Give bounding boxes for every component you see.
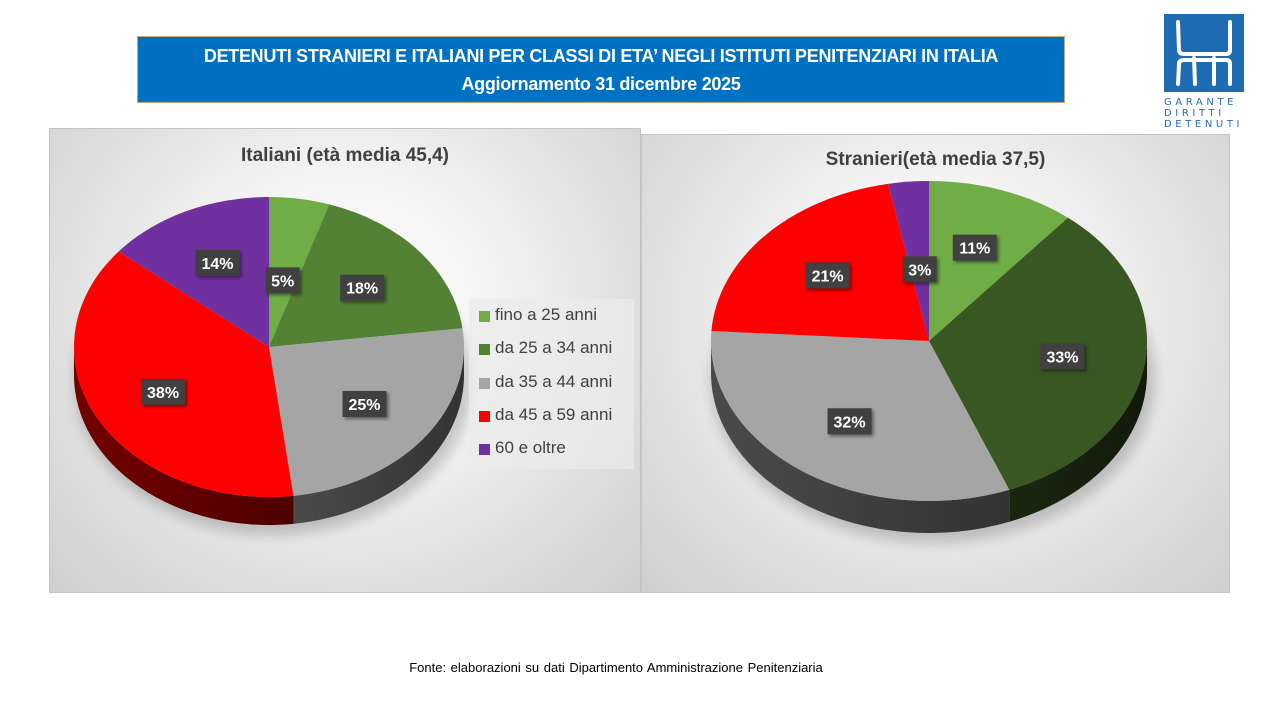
pie-chart-italiani: 5% 18% 25% 38% 14%: [73, 197, 472, 535]
data-label-da-25-a-34-anni: 33%: [1040, 343, 1085, 370]
logo-text-line-1: GARANTE: [1164, 97, 1238, 108]
data-label-da-35-a-44-anni: 25%: [342, 391, 387, 418]
pie-side-da-35-a-44-anni: [711, 341, 1010, 533]
data-label-text: 14%: [202, 256, 234, 273]
data-label-text: 5%: [271, 273, 294, 290]
data-label-text: 21%: [812, 268, 844, 285]
title-banner: DETENUTI STRANIERI E ITALIANI PER CLASSI…: [137, 36, 1065, 103]
data-label-fino-a-25-anni: 5%: [265, 267, 300, 294]
legend-label: da 35 a 44 anni: [495, 372, 613, 391]
data-label-fino-a-25-anni: 11%: [952, 234, 997, 261]
logo-text-line-3: DETENUTI: [1164, 119, 1244, 130]
data-label-text: 11%: [959, 241, 990, 258]
legend-label: da 25 a 34 anni: [495, 338, 613, 357]
chart-panel-stranieri: Stranieri(età media 37,5) 11% 33% 32% 21% 3%: [641, 134, 1230, 593]
data-label-box: [902, 256, 937, 283]
legend-label: da 45 a 59 anni: [495, 405, 613, 424]
pie-side-da-25-a-34-anni: [1009, 341, 1147, 522]
legend-label: fino a 25 anni: [495, 305, 598, 324]
chart-title-stranieri: Stranieri(età media 37,5): [825, 149, 1046, 170]
data-label-text: 18%: [346, 281, 378, 298]
data-label-box: [342, 391, 387, 418]
title-line-2: Aggiornamento 31 dicembre 2025: [461, 74, 741, 94]
data-label-text: 32%: [834, 414, 866, 431]
legend-swatch: [479, 344, 490, 355]
garante-logo: GARANTE DIRITTI DETENUTI: [1164, 14, 1244, 130]
data-label-box: [1040, 343, 1085, 370]
legend-swatch: [479, 378, 490, 389]
legend-swatch: [479, 444, 490, 455]
pie-chart-stranieri: 11% 33% 32% 21% 3%: [711, 181, 1155, 543]
legend-swatch: [479, 411, 490, 422]
data-label-box: [340, 274, 385, 301]
pie-slice-da-45-a-59-anni: [73, 251, 294, 497]
legend-label: 60 e oltre: [495, 438, 566, 457]
chart-panel-italiani: Italiani (età media 45,4) 5% 18% 25% 38% 14%…: [49, 128, 641, 593]
source-note: Fonte: elaborazioni su dati Dipartimento…: [409, 660, 823, 675]
data-label-da-45-a-59-anni: 38%: [141, 378, 186, 405]
pie-slice-60-e-oltre: [118, 197, 270, 347]
pie-side-da-35-a-44-anni: [293, 347, 464, 524]
data-label-text: 33%: [1046, 350, 1078, 367]
data-label-text: 25%: [349, 397, 381, 414]
garante-logo-icon: [1164, 14, 1244, 92]
data-label-text: 38%: [147, 385, 179, 402]
data-label-box: [141, 378, 186, 405]
data-label-60-e-oltre: 3%: [902, 256, 937, 283]
pie-side-da-45-a-59-anni: [74, 347, 294, 525]
data-label-box: [952, 234, 997, 261]
data-label-box: [195, 249, 240, 276]
chart-title-italiani: Italiani (età media 45,4): [240, 145, 450, 166]
pie-slice-fino-a-25-anni: [929, 181, 1068, 341]
data-label-box: [805, 262, 850, 289]
pie-slice-da-25-a-34-anni: [929, 217, 1147, 490]
title-line-1: DETENUTI STRANIERI E ITALIANI PER CLASSI…: [203, 46, 999, 66]
data-label-text: 3%: [908, 262, 931, 279]
data-label-60-e-oltre: 14%: [195, 249, 240, 276]
logo-text-line-2: DIRITTI: [1164, 108, 1225, 119]
data-label-box: [265, 267, 300, 294]
data-label-da-45-a-59-anni: 21%: [805, 262, 850, 289]
data-label-box: [827, 408, 872, 435]
chart-legend: fino a 25 anni da 25 a 34 anni da 35 a 4…: [469, 299, 634, 469]
data-label-da-25-a-34-anni: 18%: [340, 274, 385, 301]
legend-swatch: [479, 311, 490, 322]
data-label-da-35-a-44-anni: 32%: [827, 408, 872, 435]
